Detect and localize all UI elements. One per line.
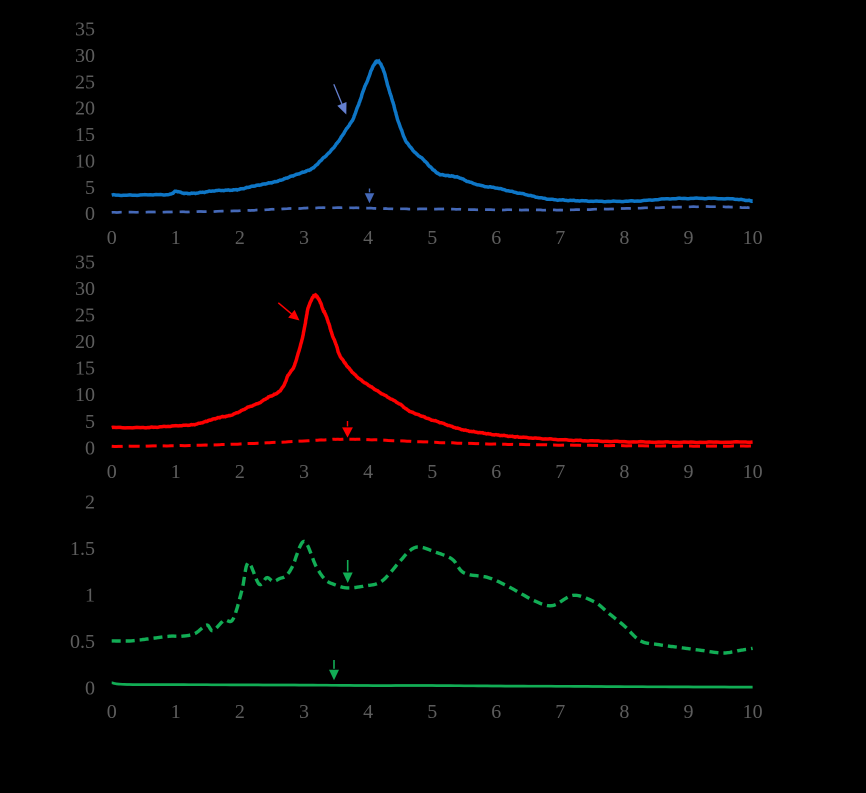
svg-text:0: 0 xyxy=(85,437,95,459)
svg-text:7: 7 xyxy=(555,227,565,249)
svg-text:35: 35 xyxy=(75,19,95,41)
svg-text:0: 0 xyxy=(107,461,117,483)
svg-text:0: 0 xyxy=(107,227,117,249)
svg-text:35: 35 xyxy=(75,252,95,274)
svg-text:25: 25 xyxy=(75,305,95,327)
svg-text:10: 10 xyxy=(75,384,95,406)
svg-text:8: 8 xyxy=(619,227,629,249)
svg-text:9: 9 xyxy=(684,227,694,249)
svg-text:5: 5 xyxy=(427,227,437,249)
svg-text:4: 4 xyxy=(363,701,373,723)
svg-text:20: 20 xyxy=(75,98,95,120)
svg-text:0: 0 xyxy=(85,677,95,699)
svg-text:0: 0 xyxy=(107,701,117,723)
svg-text:20: 20 xyxy=(75,331,95,353)
svg-text:5: 5 xyxy=(85,411,95,433)
svg-text:2: 2 xyxy=(85,491,95,513)
svg-text:9: 9 xyxy=(684,461,694,483)
svg-text:0: 0 xyxy=(85,203,95,225)
svg-text:2: 2 xyxy=(235,227,245,249)
svg-text:5: 5 xyxy=(427,461,437,483)
svg-text:3: 3 xyxy=(299,227,309,249)
svg-text:0.5: 0.5 xyxy=(70,631,95,653)
svg-text:4: 4 xyxy=(363,227,373,249)
svg-text:10: 10 xyxy=(743,461,763,483)
svg-text:15: 15 xyxy=(75,124,95,146)
svg-text:1.5: 1.5 xyxy=(70,538,95,560)
svg-text:10: 10 xyxy=(743,227,763,249)
svg-text:6: 6 xyxy=(491,701,501,723)
svg-text:30: 30 xyxy=(75,278,95,300)
svg-text:6: 6 xyxy=(491,461,501,483)
svg-text:7: 7 xyxy=(555,701,565,723)
svg-text:30: 30 xyxy=(75,45,95,67)
svg-text:9: 9 xyxy=(684,701,694,723)
svg-text:10: 10 xyxy=(75,150,95,172)
svg-text:8: 8 xyxy=(619,461,629,483)
svg-text:25: 25 xyxy=(75,71,95,93)
svg-text:2: 2 xyxy=(235,701,245,723)
svg-text:5: 5 xyxy=(85,177,95,199)
svg-text:15: 15 xyxy=(75,358,95,380)
svg-text:4: 4 xyxy=(363,461,373,483)
svg-text:10: 10 xyxy=(743,701,763,723)
svg-text:7: 7 xyxy=(555,461,565,483)
svg-text:5: 5 xyxy=(427,701,437,723)
svg-text:6: 6 xyxy=(491,227,501,249)
svg-text:1: 1 xyxy=(171,701,181,723)
svg-text:3: 3 xyxy=(299,701,309,723)
svg-text:3: 3 xyxy=(299,461,309,483)
svg-text:1: 1 xyxy=(171,461,181,483)
svg-text:8: 8 xyxy=(619,701,629,723)
svg-text:1: 1 xyxy=(85,584,95,606)
svg-text:2: 2 xyxy=(235,461,245,483)
svg-text:1: 1 xyxy=(171,227,181,249)
